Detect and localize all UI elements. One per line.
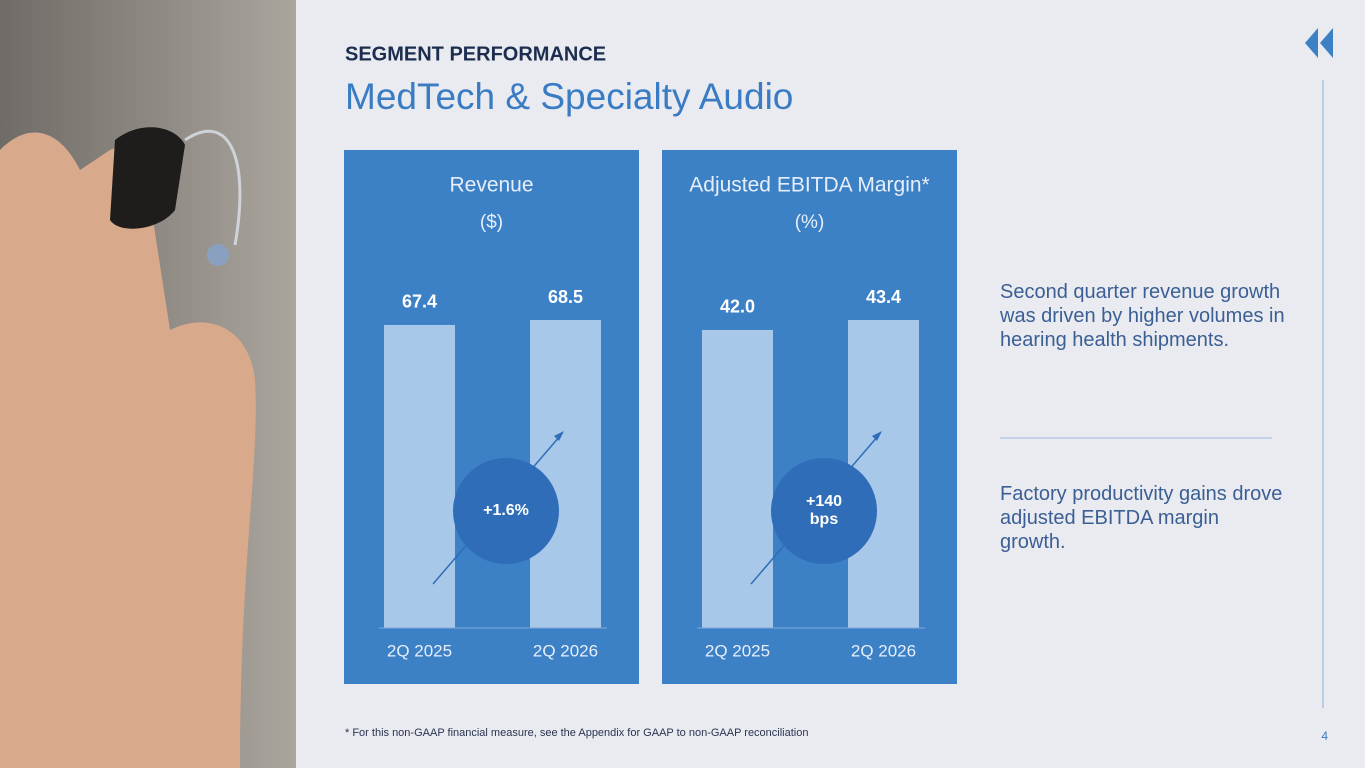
photo-tip	[207, 244, 229, 266]
value-label: 68.5	[548, 287, 583, 307]
commentary: Second quarter revenue growth was driven…	[1000, 281, 1285, 351]
chart-title: Revenue	[449, 174, 533, 197]
kicker: SEGMENT PERFORMANCE	[345, 43, 606, 65]
x-tick-label: 2Q 2025	[387, 641, 452, 660]
annotation: +140 bps	[805, 493, 843, 528]
photo-device	[110, 127, 185, 229]
bar	[702, 329, 773, 628]
chart-subtitle: ($)	[480, 212, 503, 233]
page-number: 4	[1321, 729, 1328, 743]
annotation: +1.6%	[483, 502, 529, 519]
slide-title: MedTech & Specialty Audio	[345, 76, 793, 117]
logo	[1305, 28, 1333, 58]
chart-title: Adjusted EBITDA Margin*	[689, 174, 929, 197]
footnote: * For this non-GAAP financial measure, s…	[345, 727, 808, 739]
value-label: 42.0	[720, 297, 755, 317]
trend-arrowhead	[554, 431, 564, 441]
x-tick-label: 2Q 2025	[705, 641, 770, 660]
x-tick-label: 2Q 2026	[533, 641, 598, 660]
photo-wire	[184, 129, 242, 246]
value-label: 67.4	[402, 292, 437, 312]
trend-arrowhead	[872, 431, 882, 441]
photo-hand	[0, 132, 256, 768]
annotation-badge	[771, 458, 877, 564]
annotation-badge	[453, 458, 559, 564]
commentary: Factory productivity gains drove adjuste…	[1000, 483, 1283, 553]
bar	[384, 324, 455, 628]
value-label: 43.4	[866, 287, 901, 307]
chart-subtitle: (%)	[795, 212, 825, 233]
x-tick-label: 2Q 2026	[851, 641, 916, 660]
